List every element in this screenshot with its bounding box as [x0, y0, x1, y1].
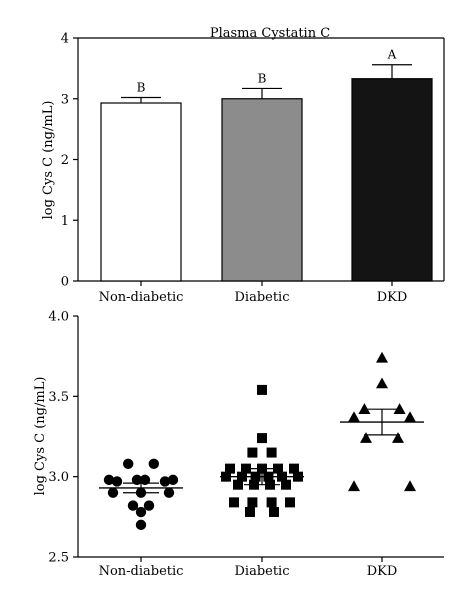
bar [100, 102, 182, 282]
data-point-circle [167, 474, 179, 486]
y-tick-label: 2 [61, 153, 69, 168]
x-tick-label: Non-diabetic [99, 290, 184, 305]
data-point-square [285, 497, 295, 508]
y-axis-title: log Cys C (ng/mL) [33, 377, 48, 496]
data-point-square [247, 447, 258, 458]
x-tick-label: DKD [367, 564, 398, 579]
y-tick-label: 3.0 [48, 470, 69, 485]
data-point-circle [163, 487, 175, 498]
y-tick-label: 4.0 [48, 310, 69, 325]
data-point-square [257, 433, 267, 444]
data-point-circle [111, 476, 123, 487]
data-point-square [233, 479, 243, 490]
data-point-square [269, 507, 279, 518]
data-point-circle [131, 474, 143, 486]
data-point-square [257, 384, 267, 395]
x-tick-label: Non-diabetic [99, 564, 184, 579]
data-point-triangle [348, 480, 360, 492]
data-point-triangle [404, 411, 416, 423]
data-point-circle [127, 500, 139, 511]
data-point-circle [159, 476, 171, 487]
significance-label: A [387, 48, 397, 62]
scatter-chart-panel: log Cys C (ng/mL) 2.5 3.0 3.5 4.0 Non-diabet… [33, 310, 444, 579]
data-point-circle [135, 519, 147, 531]
scatter-marks [99, 351, 424, 531]
y-tick-label: 3 [61, 92, 69, 107]
data-point-circle [139, 474, 151, 486]
bar-chart-panel: Plasma Cystatin C log Cys C (ng/mL) 0 1 2 3… [41, 26, 445, 305]
data-point-triangle [392, 432, 404, 443]
data-point-circle [135, 506, 147, 518]
y-axis-title: log Cys C (ng/mL) [41, 101, 56, 220]
chart-title: Plasma Cystatin C [210, 26, 330, 41]
data-point-square [247, 497, 258, 508]
y-tick-label: 0 [61, 275, 69, 290]
data-point-circle [123, 458, 134, 470]
data-point-triangle [360, 432, 372, 443]
data-point-square [225, 463, 235, 474]
data-point-square [289, 463, 299, 474]
data-point-circle [107, 487, 119, 498]
data-point-square [245, 507, 255, 518]
x-tick-label: DKD [377, 290, 408, 305]
data-point-square [266, 497, 277, 508]
data-point-circle [103, 474, 115, 486]
bar [351, 78, 433, 282]
data-point-circle [148, 458, 159, 470]
data-point-triangle [376, 377, 388, 389]
bar [221, 98, 303, 282]
data-point-triangle [404, 480, 416, 492]
data-point-triangle [348, 411, 360, 423]
data-point-square [281, 479, 291, 490]
data-point-square [229, 497, 239, 508]
scatter-axes: 2.5 3.0 3.5 4.0 Non-diabetic Diabetic DKD [48, 310, 444, 579]
y-tick-label: 4 [61, 32, 69, 47]
bar-marks: B B A [100, 48, 433, 282]
y-tick-label: 3.5 [48, 390, 69, 405]
y-tick-label: 2.5 [48, 551, 69, 566]
data-point-circle [143, 500, 155, 511]
x-tick-label: Diabetic [234, 564, 289, 579]
x-tick-label: Diabetic [234, 290, 289, 305]
data-point-triangle [376, 351, 388, 363]
y-tick-label: 1 [61, 214, 69, 229]
data-point-square [266, 447, 277, 458]
significance-label: B [137, 81, 146, 95]
significance-label: B [258, 71, 267, 85]
